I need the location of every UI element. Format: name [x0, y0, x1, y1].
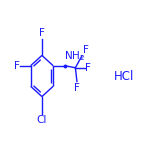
Text: F: F [83, 45, 88, 55]
Text: F: F [74, 83, 80, 93]
Text: F: F [39, 28, 45, 38]
Text: HCl: HCl [114, 69, 135, 83]
Text: NH$_2$: NH$_2$ [64, 49, 85, 63]
Text: F: F [85, 63, 91, 73]
Text: F: F [14, 61, 20, 71]
Text: Cl: Cl [37, 115, 47, 125]
